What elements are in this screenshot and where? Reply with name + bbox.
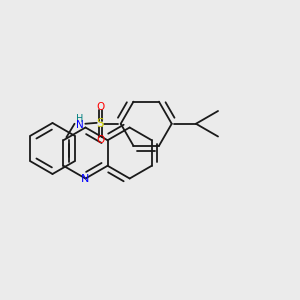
Text: O: O bbox=[96, 102, 104, 112]
Text: H: H bbox=[76, 114, 84, 124]
Text: N: N bbox=[81, 173, 90, 184]
Text: S: S bbox=[97, 117, 104, 130]
Text: O: O bbox=[96, 135, 104, 145]
Text: N: N bbox=[76, 120, 84, 130]
